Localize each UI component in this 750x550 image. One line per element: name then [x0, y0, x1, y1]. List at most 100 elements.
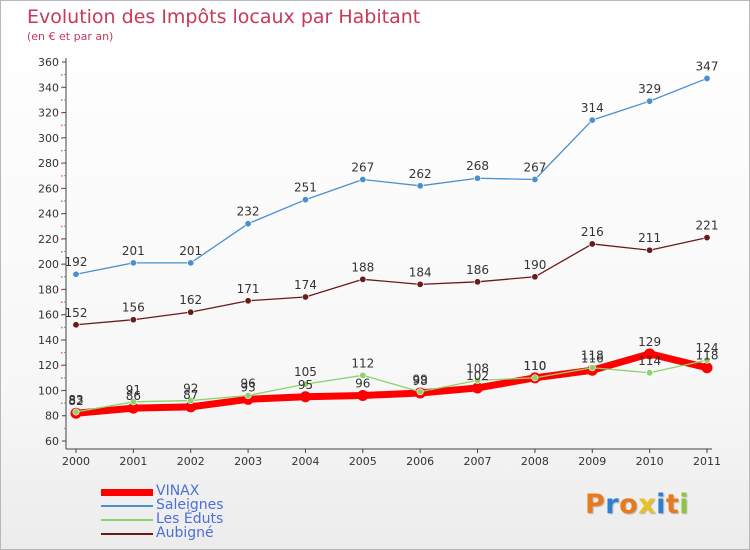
y-tick-label: 160 — [38, 309, 59, 322]
axes: 60 80 100 120 140 160 180 200 220 240 260 280 300 320… — [38, 56, 721, 468]
x-tick-label: 2009 — [578, 455, 606, 468]
data-point — [301, 380, 309, 388]
data-label: 152 — [65, 306, 88, 320]
data-label: 93 — [240, 380, 255, 394]
data-point — [531, 175, 539, 183]
y-side-marker — [61, 402, 63, 405]
y-side-marker — [61, 162, 63, 165]
data-point — [129, 398, 137, 406]
y-tick-label: 240 — [38, 208, 59, 221]
data-label: 105 — [294, 365, 317, 379]
legend-label-vinax: VINAX — [156, 483, 200, 500]
logo-letter: r — [605, 489, 620, 520]
y-side-marker — [61, 389, 63, 392]
data-label: 174 — [294, 278, 317, 292]
logo-letter: x — [638, 489, 657, 520]
data-point — [703, 234, 711, 242]
y-tick-label: 260 — [38, 182, 59, 195]
y-side-marker — [61, 112, 63, 114]
data-point — [472, 382, 484, 394]
proxiti-logo: Proxiti — [585, 489, 689, 520]
data-point — [187, 308, 195, 316]
data-label: 216 — [581, 225, 604, 239]
data-label: 124 — [696, 341, 719, 355]
legend-swatch-les-eduts — [101, 519, 153, 521]
data-label: 99 — [413, 373, 428, 387]
y-side-marker — [61, 200, 63, 202]
data-point — [644, 348, 656, 360]
legend-label-les-eduts: Les Éduts — [156, 511, 224, 528]
logo-letter: t — [665, 489, 680, 520]
data-label: 184 — [409, 265, 432, 279]
y-tick-label: 280 — [38, 157, 59, 170]
data-label: 112 — [351, 356, 374, 370]
chart-title: Evolution des Impôts locaux par Habitant — [27, 6, 421, 28]
data-label: 116 — [581, 351, 604, 365]
data-point — [359, 275, 367, 283]
y-tick-label: 80 — [45, 410, 59, 423]
data-label: 110 — [523, 359, 546, 373]
data-label: 96 — [355, 377, 370, 391]
y-side-marker — [61, 238, 63, 240]
y-side-marker — [61, 225, 63, 228]
data-point — [129, 316, 137, 324]
data-point — [129, 259, 137, 267]
data-point — [187, 259, 195, 267]
data-label: 190 — [523, 258, 546, 272]
data-label: 129 — [638, 335, 661, 349]
data-label: 96 — [240, 377, 255, 391]
data-label: 82 — [68, 394, 83, 408]
data-point — [416, 280, 424, 288]
legend-swatch-vinax — [101, 488, 153, 496]
data-point — [359, 371, 367, 379]
logo-letter: i — [656, 489, 666, 520]
y-tick-label: 220 — [38, 233, 59, 246]
y-side-marker — [61, 251, 63, 253]
data-label: 232 — [237, 205, 260, 219]
data-label: 86 — [126, 389, 141, 403]
data-point — [244, 297, 252, 305]
x-tick-label: 2003 — [234, 455, 262, 468]
logo-letter: P — [585, 489, 606, 520]
data-point — [127, 402, 139, 414]
x-tick-label: 2008 — [521, 455, 549, 468]
series-line — [75, 236, 708, 326]
y-side-marker — [61, 288, 63, 291]
data-label: 268 — [466, 159, 489, 173]
y-side-marker — [61, 74, 63, 76]
data-point — [703, 74, 711, 82]
data-point — [646, 246, 654, 254]
data-point — [588, 240, 596, 248]
data-label: 91 — [126, 383, 141, 397]
y-side-marker — [61, 339, 63, 341]
series-line — [72, 350, 711, 417]
data-point — [72, 321, 80, 329]
y-side-marker — [61, 99, 63, 101]
y-side-marker — [61, 187, 63, 190]
data-point — [646, 369, 654, 377]
legend-label-aubigne: Aubigné — [156, 525, 214, 542]
y-tick-label: 340 — [38, 81, 59, 94]
data-label: 87 — [183, 388, 198, 402]
data-point — [359, 175, 367, 183]
data-point — [244, 392, 252, 400]
data-label: 251 — [294, 181, 317, 195]
data-point — [474, 278, 482, 286]
data-label: 201 — [179, 244, 202, 258]
labels-saleignes: 192 201 201 232 251 267 262 268 267 314 329 347 — [65, 59, 719, 269]
y-side-marker — [61, 124, 63, 127]
data-point — [474, 174, 482, 182]
data-point — [588, 364, 596, 372]
y-side-marker — [61, 314, 63, 316]
data-point — [474, 376, 482, 384]
data-label: 83 — [68, 393, 83, 407]
chart-subtitle: (en € et par an) — [27, 30, 114, 43]
data-point — [357, 390, 369, 402]
data-point — [531, 273, 539, 281]
y-tick-label: 180 — [38, 283, 59, 296]
data-label: 92 — [183, 382, 198, 396]
series-saleignes — [72, 74, 711, 278]
y-side-marker — [61, 86, 63, 89]
series-line — [75, 77, 708, 275]
